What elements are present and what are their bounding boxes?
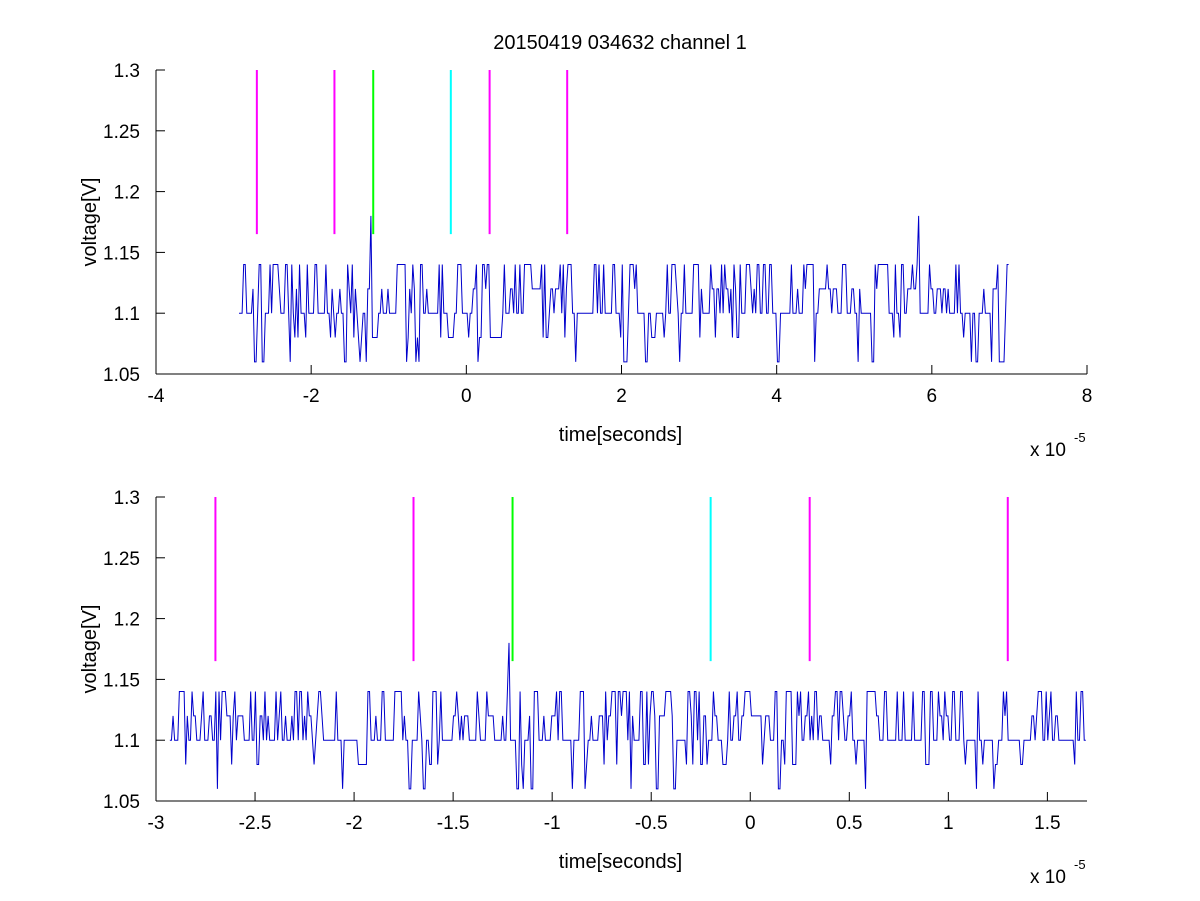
x-tick-label: -4 [148, 386, 165, 407]
x-tick-label: -1.5 [437, 813, 470, 834]
figure-title: 20150419 034632 channel 1 [493, 32, 747, 54]
y-tick-label: 1.05 [103, 365, 140, 386]
y-tick-label: 1.3 [114, 61, 140, 82]
y-tick-label: 1.3 [114, 488, 140, 509]
x-tick-label: 1 [943, 813, 954, 834]
x-tick-label: -3 [148, 813, 165, 834]
x-tick-label: -1 [544, 813, 561, 834]
top-axes: -4 -2 0 2 4 6 8 1.05 1.1 1.15 1.2 1.25 1.3 time[secon… [79, 61, 1092, 461]
x-tick-label: 2 [616, 386, 627, 407]
y-tick-label: 1.15 [103, 243, 140, 264]
x-multiplier-label: x 10 [1030, 440, 1066, 461]
x-tick-label: 0 [461, 386, 472, 407]
x-exponent-label: -5 [1074, 430, 1086, 445]
y-tick-label: 1.25 [103, 549, 140, 570]
signal-trace [169, 642, 1086, 790]
x-tick-label: -2.5 [239, 813, 272, 834]
x-tick-label: 0 [745, 813, 756, 834]
x-tick-label: -2 [303, 386, 320, 407]
x-axis-label: time[seconds] [559, 851, 682, 873]
x-tick-label: 0.5 [836, 813, 862, 834]
x-tick-label: -0.5 [635, 813, 668, 834]
x-tick-label: 8 [1082, 386, 1093, 407]
x-tick-label: 1.5 [1034, 813, 1060, 834]
x-tick-label: 4 [771, 386, 782, 407]
y-axis-label: voltage[V] [79, 605, 101, 694]
signal-trace [239, 215, 1009, 363]
x-exponent-label: -5 [1074, 857, 1086, 872]
y-tick-label: 1.05 [103, 792, 140, 813]
x-tick-label: 6 [927, 386, 938, 407]
y-tick-label: 1.25 [103, 122, 140, 143]
x-multiplier-label: x 10 [1030, 867, 1066, 888]
x-tick-label: -2 [346, 813, 363, 834]
y-tick-label: 1.2 [114, 610, 140, 631]
y-tick-label: 1.15 [103, 670, 140, 691]
bottom-axes: -3 -2.5 -2 -1.5 -1 -0.5 0 0.5 1 1.5 1.05 1.1 1.15 1.2… [79, 488, 1087, 888]
y-tick-label: 1.1 [114, 304, 140, 325]
y-tick-label: 1.1 [114, 731, 140, 752]
y-axis-label: voltage[V] [79, 178, 101, 267]
y-tick-label: 1.2 [114, 183, 140, 204]
x-axis-label: time[seconds] [559, 424, 682, 446]
